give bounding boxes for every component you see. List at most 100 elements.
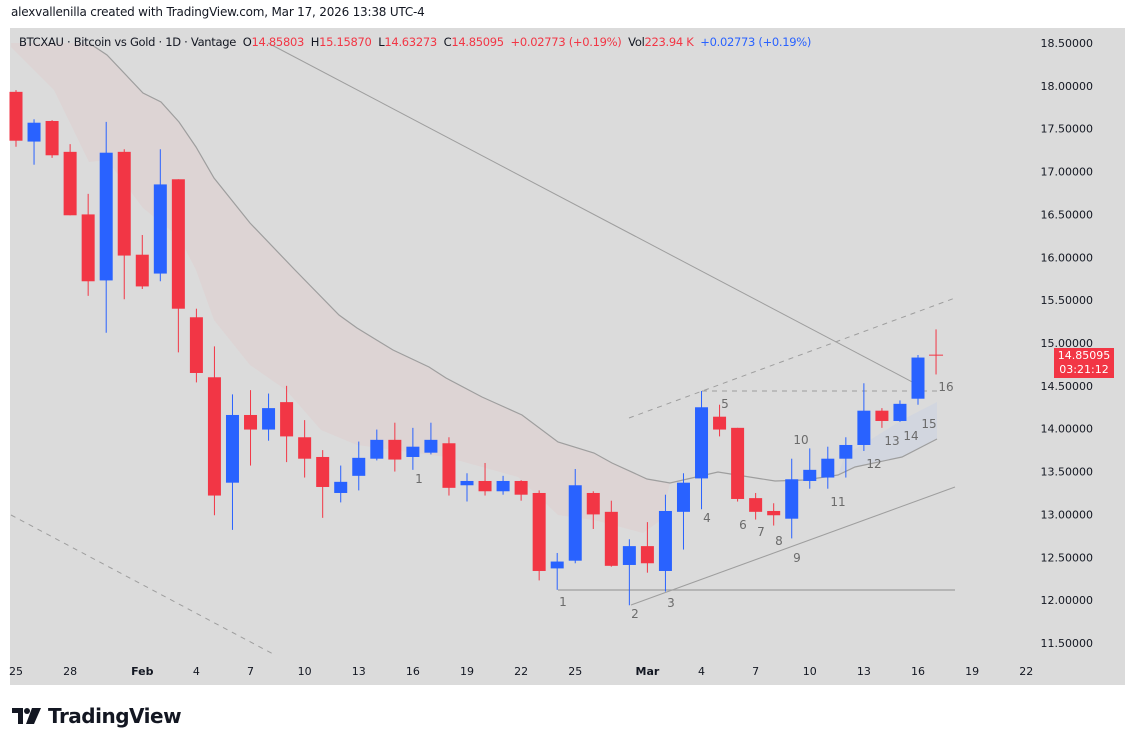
time-axis-label: Feb (131, 665, 154, 678)
price-axis-label: 11.50000 (1041, 637, 1094, 650)
candle-body (244, 414, 258, 430)
candle-body (857, 410, 871, 445)
candle-body (207, 377, 221, 496)
time-axis-label: 22 (1019, 665, 1033, 678)
candle-body (875, 410, 889, 421)
time-axis-label: Mar (636, 665, 660, 678)
price-axis-label: 13.50000 (1041, 466, 1094, 479)
wave-count-label: 14 (903, 429, 918, 443)
candle-body (153, 184, 167, 274)
symbol-legend: BTCXAU · Bitcoin vs Gold · 1D · Vantage … (19, 35, 811, 49)
wave-count-label: 12 (866, 457, 881, 471)
time-axis-label: 7 (752, 665, 759, 678)
wave-count-label: 11 (830, 495, 845, 509)
candle-body (604, 511, 618, 566)
price-axis-label: 17.50000 (1041, 123, 1094, 136)
price-axis-label: 12.00000 (1041, 594, 1094, 607)
candle-body (658, 510, 672, 571)
symbol-title[interactable]: BTCXAU · Bitcoin vs Gold · 1D · Vantage (19, 35, 237, 49)
candle-body (442, 443, 456, 488)
candle-body (280, 402, 294, 437)
high-value: 15.15870 (319, 35, 372, 49)
channel-lower-line (630, 486, 956, 606)
channel-upper-dashed-line (628, 297, 956, 419)
price-axis-label: 15.50000 (1041, 294, 1094, 307)
time-axis-label: 22 (514, 665, 528, 678)
bar-countdown: 03:21:12 (1059, 363, 1109, 376)
time-axis-label: 16 (406, 665, 420, 678)
tradingview-logo[interactable]: TradingView (12, 704, 182, 728)
tradingview-logo-icon (12, 708, 41, 724)
candle-body (839, 444, 853, 459)
wave-count-label: 3 (667, 596, 675, 610)
close-label: C (443, 35, 452, 49)
volume-change-value: +0.02773 (+0.19%) (700, 35, 812, 49)
candle-body (893, 403, 907, 421)
price-axis-label: 15.00000 (1041, 337, 1094, 350)
wave-count-label: 1 (559, 595, 567, 609)
candle-body (622, 546, 636, 565)
tradingview-logo-text: TradingView (48, 704, 182, 728)
wave-count-label: 16 (938, 380, 953, 394)
wave-count-label: 13 (884, 434, 899, 448)
candle-body (406, 446, 420, 457)
time-axis-label: 10 (803, 665, 817, 678)
candle-body (478, 480, 492, 492)
candle-body (117, 151, 131, 256)
price-axis-label: 14.00000 (1041, 423, 1094, 436)
last-price-label: 14.85095 03:21:12 (1054, 348, 1114, 378)
low-value: 14.63273 (384, 35, 437, 49)
close-value: 14.85095 (451, 35, 504, 49)
low-label: L (378, 35, 385, 49)
candle-body (298, 437, 312, 459)
indicator-band (11, 43, 670, 533)
candle-body (99, 152, 113, 281)
candle-body (550, 561, 564, 569)
candle-body (803, 469, 817, 481)
wave-count-label: 15 (921, 417, 936, 431)
time-axis-label: 13 (857, 665, 871, 678)
candle-body (262, 408, 276, 430)
volume-label: Vol (628, 35, 645, 49)
descending-trendline (267, 42, 919, 386)
volume-value: 223.94 K (644, 35, 694, 49)
candle-body (135, 254, 149, 287)
candle-body (352, 457, 366, 476)
chart-credit: alexvallenilla created with TradingView.… (11, 5, 425, 19)
candle-body (514, 480, 528, 495)
candle-body (767, 510, 781, 516)
candle-body (713, 416, 727, 430)
candle-body (695, 407, 709, 479)
candle-body (171, 179, 185, 309)
candle-body (81, 214, 95, 282)
wave-count-label: 6 (739, 518, 747, 532)
candle-body (731, 427, 745, 499)
wave-count-label: 4 (703, 511, 711, 525)
candle-body (586, 492, 600, 515)
price-axis-label: 17.00000 (1041, 166, 1094, 179)
candle-body (640, 546, 654, 564)
price-axis-label: 16.50000 (1041, 208, 1094, 221)
open-label: O (242, 35, 252, 49)
candle-body (676, 482, 690, 512)
candle-body (370, 439, 384, 459)
time-axis-label: 4 (193, 665, 200, 678)
time-axis-label: 25 (9, 665, 23, 678)
price-axis-label: 18.00000 (1041, 80, 1094, 93)
price-axis-label: 13.00000 (1041, 508, 1094, 521)
wave-count-label: 2 (631, 607, 639, 621)
time-axis-label: 10 (298, 665, 312, 678)
open-value: 14.85803 (251, 35, 305, 49)
wave-count-label: 8 (775, 534, 783, 548)
candle-body (45, 120, 59, 156)
candle-body (749, 498, 763, 512)
time-axis-label: 7 (247, 665, 254, 678)
candle-body (460, 480, 474, 486)
candle-body (63, 151, 77, 216)
wave-count-label: 5 (721, 397, 729, 411)
candle-body (9, 91, 23, 141)
time-axis-label: 13 (352, 665, 366, 678)
price-axis-label: 18.50000 (1041, 37, 1094, 50)
price-axis-label: 12.50000 (1041, 551, 1094, 564)
